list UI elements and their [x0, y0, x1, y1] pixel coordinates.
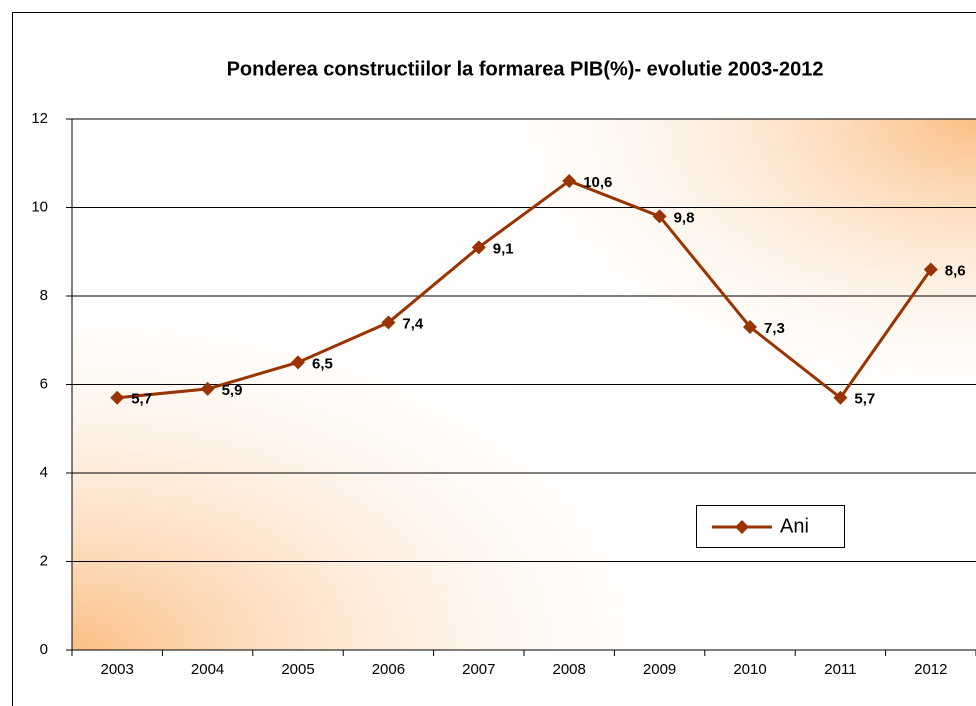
- data-label: 9,1: [493, 240, 514, 257]
- y-tick-label: 2: [40, 552, 48, 569]
- series-line: [117, 179, 933, 400]
- data-label: 5,9: [222, 382, 243, 399]
- y-tick-label: 4: [40, 464, 48, 481]
- point: [471, 240, 486, 255]
- marks: 5,7 5,9 6,5 7,4 9,1 10,6 9,8 7,3 5,7 8,6: [110, 173, 966, 408]
- point: [923, 262, 938, 277]
- x-tick-label: 2012: [914, 661, 947, 678]
- data-label: 7,3: [764, 320, 785, 337]
- data-label: 8,6: [945, 262, 966, 279]
- point: [743, 319, 757, 334]
- point: [652, 209, 667, 224]
- y-tick-label: 6: [40, 375, 48, 392]
- point: [200, 381, 215, 396]
- x-tick-label: 2011: [824, 661, 856, 678]
- x-tick-label: 2006: [372, 661, 405, 678]
- x-tick-label: 2010: [733, 661, 766, 678]
- legend-marker: [735, 520, 749, 534]
- y-tick-label: 10: [31, 198, 48, 215]
- axes: 0 2 4 6 8 10 12 2003 2004 2005 2006 2007 2008 2009 201…: [31, 110, 976, 678]
- legend: Ani: [712, 515, 809, 537]
- point: [291, 355, 305, 370]
- x-tick-label: 2005: [281, 661, 314, 678]
- x-tick-label: 2009: [643, 661, 676, 678]
- point: [381, 315, 396, 330]
- data-label: 10,6: [583, 174, 612, 191]
- y-tick-label: 8: [40, 287, 48, 304]
- data-label: 5,7: [131, 391, 152, 408]
- data-label: 5,7: [854, 391, 875, 408]
- data-label: 6,5: [312, 355, 333, 372]
- x-tick-label: 2007: [462, 661, 495, 678]
- x-tick-label: 2008: [553, 661, 586, 678]
- legend-label: Ani: [780, 515, 809, 537]
- x-tick-label: 2004: [191, 661, 224, 678]
- data-label: 9,8: [674, 209, 695, 226]
- x-tick-label: 2003: [101, 661, 134, 678]
- point: [833, 390, 848, 405]
- point: [562, 173, 577, 188]
- y-tick-label: 12: [31, 110, 48, 127]
- data-label: 7,4: [402, 316, 424, 333]
- chart-title: Ponderea constructiilor la formarea PIB(…: [227, 58, 824, 80]
- point: [110, 390, 125, 405]
- y-tick-label: 0: [40, 641, 48, 658]
